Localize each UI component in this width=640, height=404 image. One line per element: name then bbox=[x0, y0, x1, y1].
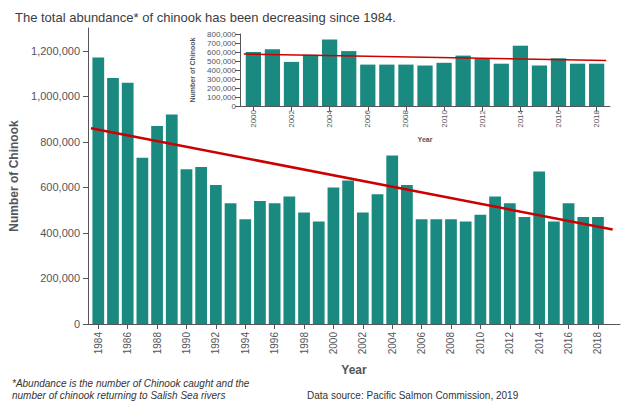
svg-text:2014: 2014 bbox=[534, 332, 545, 355]
svg-text:600,000: 600,000 bbox=[40, 181, 80, 193]
svg-text:Number of Chinook: Number of Chinook bbox=[189, 37, 196, 102]
svg-text:2004: 2004 bbox=[325, 109, 334, 127]
svg-text:1998: 1998 bbox=[299, 332, 310, 355]
svg-text:2002: 2002 bbox=[287, 109, 296, 127]
svg-text:2004: 2004 bbox=[387, 332, 398, 355]
svg-text:2006: 2006 bbox=[363, 109, 372, 127]
svg-text:1996: 1996 bbox=[269, 332, 280, 355]
svg-text:number of chinook returning to: number of chinook returning to Salish Se… bbox=[12, 390, 225, 401]
svg-text:2016: 2016 bbox=[563, 332, 574, 355]
svg-text:2008: 2008 bbox=[445, 332, 456, 355]
svg-text:2006: 2006 bbox=[416, 332, 427, 355]
svg-text:500,000: 500,000 bbox=[207, 57, 236, 66]
svg-text:0: 0 bbox=[232, 102, 237, 111]
svg-text:2018: 2018 bbox=[592, 332, 603, 355]
svg-text:Year: Year bbox=[341, 363, 367, 377]
svg-text:1984: 1984 bbox=[93, 332, 104, 355]
svg-text:*Abundance is the number of Ch: *Abundance is the number of Chinook caug… bbox=[12, 378, 250, 389]
svg-text:2014: 2014 bbox=[516, 109, 525, 127]
svg-text:1,200,000: 1,200,000 bbox=[31, 45, 80, 57]
svg-text:2012: 2012 bbox=[478, 109, 487, 127]
svg-text:1986: 1986 bbox=[122, 332, 133, 355]
svg-text:2018: 2018 bbox=[592, 109, 601, 127]
svg-text:Data source: Pacific Salmon Co: Data source: Pacific Salmon Commission, … bbox=[307, 390, 519, 401]
svg-text:2000: 2000 bbox=[249, 109, 258, 127]
svg-text:1992: 1992 bbox=[210, 332, 221, 355]
svg-text:700,000: 700,000 bbox=[207, 39, 236, 48]
svg-text:300,000: 300,000 bbox=[207, 75, 236, 84]
svg-text:2010: 2010 bbox=[440, 109, 449, 127]
svg-text:1,000,000: 1,000,000 bbox=[31, 90, 80, 102]
svg-text:2008: 2008 bbox=[401, 109, 410, 127]
svg-text:Number of Chinook: Number of Chinook bbox=[7, 120, 21, 232]
svg-text:The total abundance* of chinoo: The total abundance* of chinook has been… bbox=[15, 10, 396, 25]
svg-text:2016: 2016 bbox=[554, 109, 563, 127]
svg-text:1990: 1990 bbox=[181, 332, 192, 355]
svg-text:Year: Year bbox=[418, 136, 433, 143]
svg-text:800,000: 800,000 bbox=[207, 30, 236, 39]
svg-text:200,000: 200,000 bbox=[40, 272, 80, 284]
svg-text:2012: 2012 bbox=[504, 332, 515, 355]
svg-text:400,000: 400,000 bbox=[40, 227, 80, 239]
svg-text:800,000: 800,000 bbox=[40, 136, 80, 148]
svg-text:1994: 1994 bbox=[240, 332, 251, 355]
svg-text:0: 0 bbox=[74, 318, 80, 330]
svg-text:600,000: 600,000 bbox=[207, 48, 236, 57]
svg-text:2010: 2010 bbox=[475, 332, 486, 355]
svg-text:1988: 1988 bbox=[152, 332, 163, 355]
svg-text:100,000: 100,000 bbox=[207, 93, 236, 102]
svg-text:400,000: 400,000 bbox=[207, 66, 236, 75]
svg-text:2002: 2002 bbox=[357, 332, 368, 355]
svg-text:2000: 2000 bbox=[328, 332, 339, 355]
svg-text:200,000: 200,000 bbox=[207, 84, 236, 93]
